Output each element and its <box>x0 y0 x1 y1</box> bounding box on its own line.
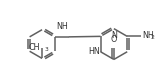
Text: O: O <box>111 35 117 44</box>
Text: NH: NH <box>143 31 154 40</box>
Text: N: N <box>111 31 117 40</box>
Text: CH: CH <box>28 43 40 52</box>
Text: NH: NH <box>56 22 68 31</box>
Text: HN: HN <box>88 47 100 56</box>
Text: 2: 2 <box>150 35 154 40</box>
Text: 3: 3 <box>45 47 48 52</box>
